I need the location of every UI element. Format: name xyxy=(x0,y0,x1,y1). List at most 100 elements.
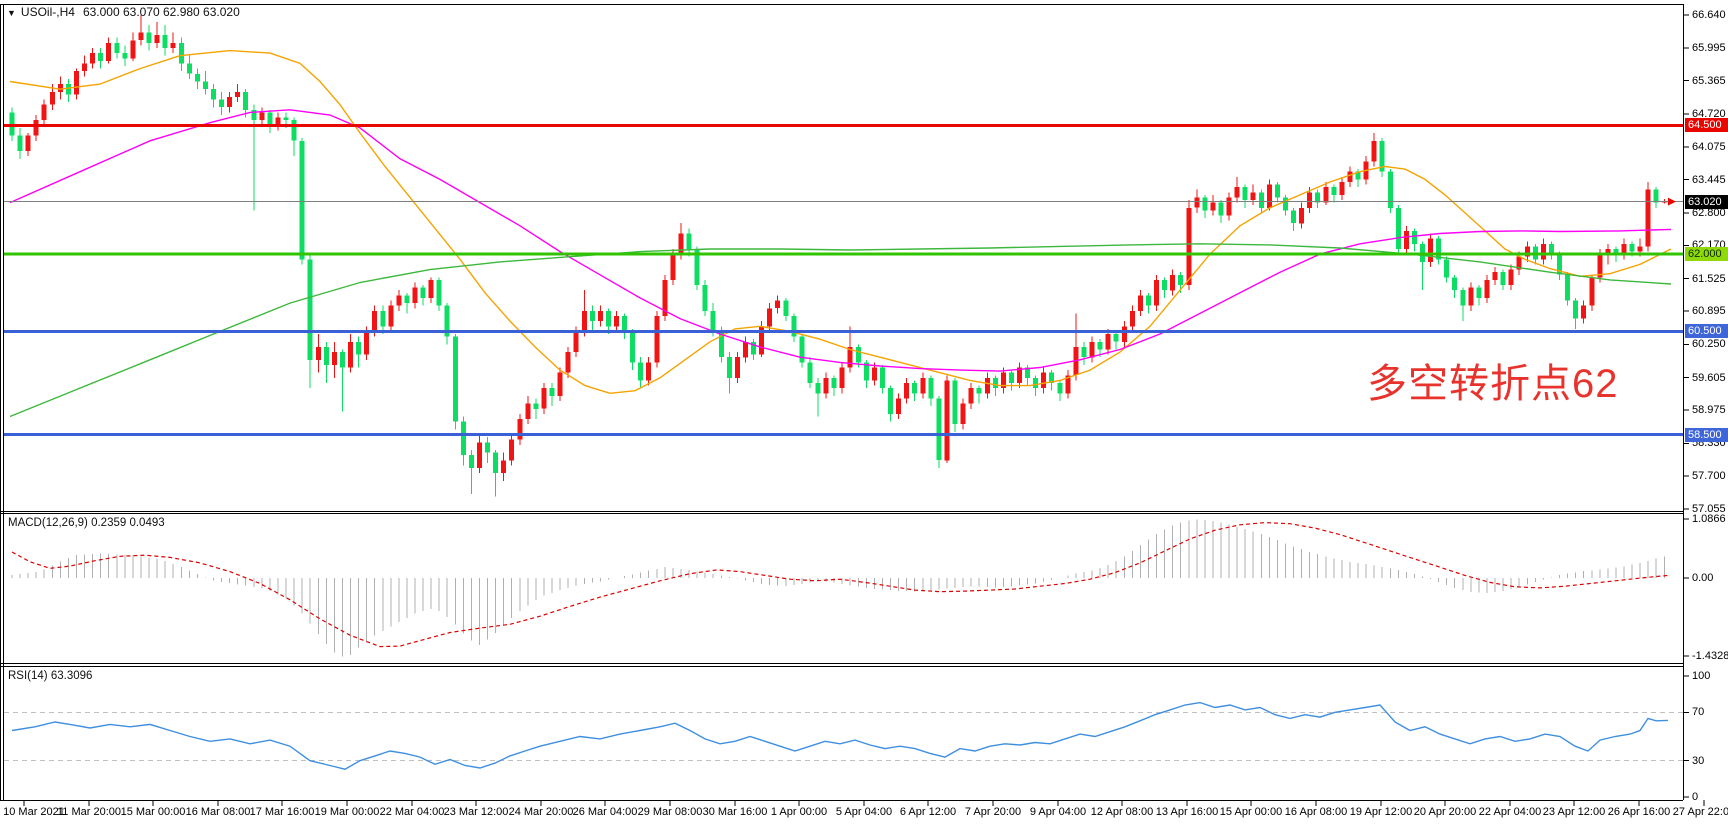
candle xyxy=(307,254,313,389)
candle xyxy=(1379,138,1385,177)
candle xyxy=(984,372,990,399)
time-axis-tick: 22 Apr 04:00 xyxy=(1478,806,1542,818)
price-axis-tick: 66.640 xyxy=(1692,9,1726,21)
macd-axis-tick: 1.0866 xyxy=(1692,513,1726,525)
price-arrow-icon xyxy=(1668,197,1676,206)
price-axis-tick: 58.975 xyxy=(1692,404,1726,417)
macd-values: 0.2359 0.0493 xyxy=(91,517,165,529)
candle xyxy=(557,367,563,401)
candle xyxy=(1057,380,1063,401)
candle xyxy=(1573,297,1579,329)
candle xyxy=(517,413,523,445)
time-axis-tick: 13 Apr 16:00 xyxy=(1155,806,1219,818)
ma-mid-magenta xyxy=(9,109,1672,372)
candle xyxy=(823,372,829,399)
time-axis-tick: 11 Mar 20:00 xyxy=(56,806,122,818)
candle xyxy=(686,228,692,257)
price-axis-tick: 65.365 xyxy=(1692,74,1726,87)
price-axis-tick: 59.605 xyxy=(1692,371,1726,384)
candle xyxy=(1347,166,1353,188)
rsi-value: 63.3096 xyxy=(50,670,93,682)
candle xyxy=(799,334,805,368)
candle xyxy=(114,37,120,59)
candle xyxy=(485,437,490,463)
candle xyxy=(1081,341,1087,365)
candle xyxy=(1129,305,1135,332)
candle xyxy=(880,364,885,394)
candle xyxy=(976,385,982,404)
candle xyxy=(1460,287,1466,322)
time-axis-tick: 19 Mar 00:00 xyxy=(314,806,380,818)
candle xyxy=(1283,194,1288,216)
candle xyxy=(25,133,31,157)
candle xyxy=(436,277,442,311)
candle xyxy=(1291,207,1296,231)
time-axis-tick: 19 Apr 12:00 xyxy=(1349,806,1413,818)
time-axis-tick: 29 Mar 08:00 xyxy=(637,806,703,818)
annotation-text: 多空转折点62 xyxy=(1367,362,1619,406)
candle xyxy=(815,377,821,417)
collapse-arrow-icon[interactable]: ▼ xyxy=(7,8,16,18)
candle xyxy=(106,37,112,64)
candle xyxy=(702,279,708,316)
candle xyxy=(1041,367,1047,394)
candle xyxy=(1387,169,1393,213)
candle xyxy=(597,305,603,327)
candle xyxy=(726,352,732,394)
candle xyxy=(493,450,499,497)
candle xyxy=(1113,331,1119,350)
candle xyxy=(1073,313,1079,381)
candle xyxy=(1524,241,1530,262)
macd-name: MACD(12,26,9) xyxy=(8,517,88,529)
candle xyxy=(734,352,740,383)
rsi-indicator-label: RSI(14) 63.3096 xyxy=(8,670,92,682)
macd-axis-tick: -1.4328 xyxy=(1692,650,1728,662)
candle xyxy=(1492,267,1498,286)
candle xyxy=(1653,187,1659,208)
candle xyxy=(1170,269,1176,296)
candle xyxy=(251,104,257,211)
candle xyxy=(1557,251,1562,280)
candle xyxy=(581,290,587,337)
time-axis-tick: 9 Apr 04:00 xyxy=(1029,806,1087,818)
price-axis-tick: 57.055 xyxy=(1692,503,1726,515)
price-tag: 62.000 xyxy=(1685,247,1728,262)
candle xyxy=(146,24,152,51)
candle xyxy=(501,452,507,481)
candle xyxy=(1234,176,1240,203)
candle xyxy=(896,393,902,420)
ohlc-readout: 63.000 63.070 62.980 63.020 xyxy=(82,5,240,19)
candle xyxy=(1500,269,1506,291)
candle xyxy=(968,383,974,409)
candle xyxy=(944,375,950,463)
candle xyxy=(1444,256,1450,283)
candle xyxy=(428,277,434,304)
candle xyxy=(202,71,208,95)
price-axis-tick: 61.525 xyxy=(1692,272,1726,285)
candle xyxy=(211,84,216,108)
candle xyxy=(767,303,773,332)
price-axis-tick: 57.700 xyxy=(1692,469,1726,482)
candle xyxy=(1146,292,1151,314)
candle xyxy=(1137,290,1143,316)
candle xyxy=(541,383,547,414)
candle xyxy=(98,48,104,69)
candle xyxy=(275,112,281,131)
price-tag: 63.020 xyxy=(1685,194,1728,209)
candle xyxy=(477,434,482,474)
candle xyxy=(1331,184,1337,203)
candle xyxy=(235,84,241,103)
candle xyxy=(775,295,781,314)
candle xyxy=(1420,241,1425,291)
time-axis-tick: 1 Apr 00:00 xyxy=(770,806,828,818)
candle xyxy=(380,305,386,334)
time-axis-tick: 22 Mar 04:00 xyxy=(379,806,445,818)
candle xyxy=(259,107,265,126)
candle xyxy=(751,339,756,360)
candle xyxy=(90,48,96,69)
candle xyxy=(460,416,466,466)
candle xyxy=(331,341,337,378)
candle xyxy=(589,305,595,332)
